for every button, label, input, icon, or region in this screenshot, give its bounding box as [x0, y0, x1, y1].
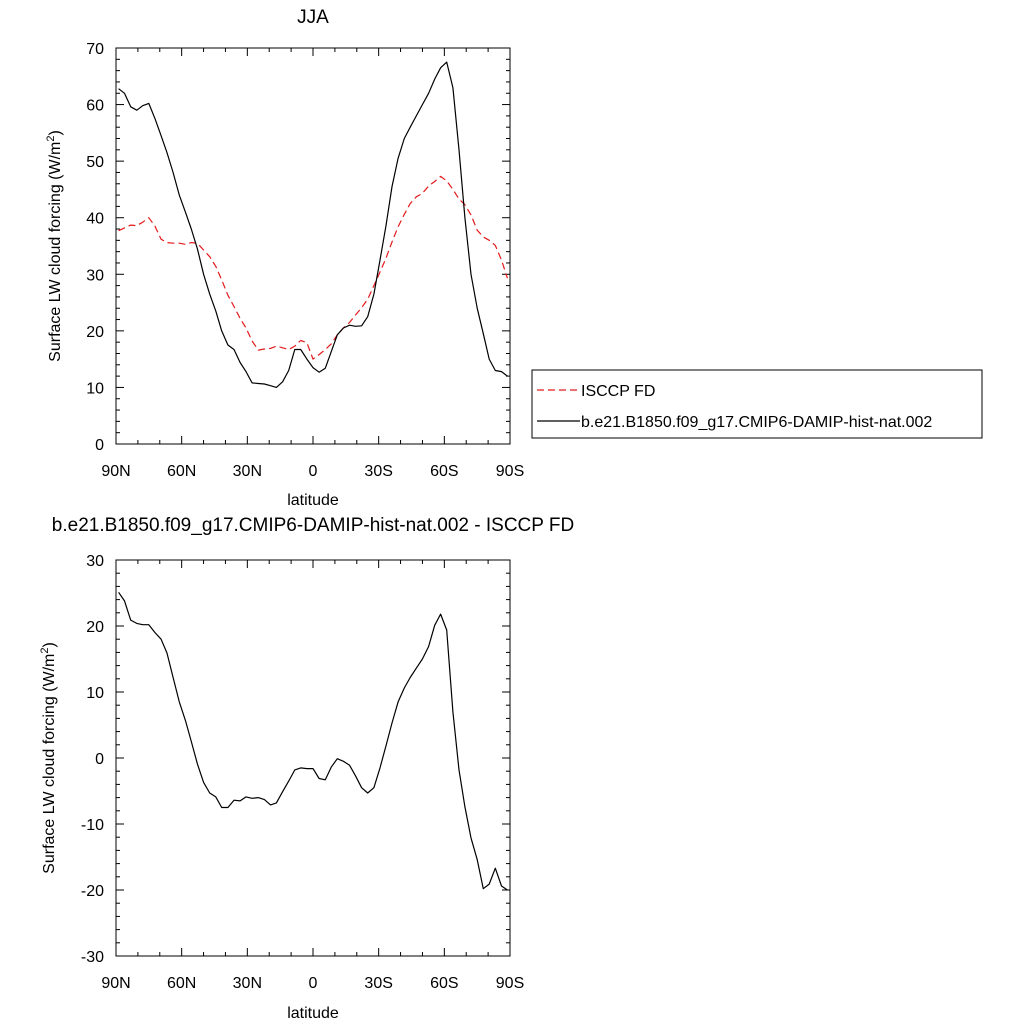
bottom-panel: b.e21.B1850.f09_g17.CMIP6-DAMIP-hist-nat… — [39, 515, 574, 1022]
bottom-y-axis-label-end: ) — [41, 642, 58, 647]
top-y-axis-label-sup: 2 — [45, 135, 57, 141]
x-tick-label: 90N — [101, 463, 130, 480]
top-x-axis-label: latitude — [287, 492, 339, 509]
x-tick-label: 30S — [364, 975, 392, 992]
bottom-series-line-1 — [118, 591, 508, 891]
top-x-tick-labels: 90N 60N 30N 0 30S 60S 90S — [101, 463, 524, 480]
bottom-y-axis-label-sup: 2 — [39, 647, 51, 653]
legend-frame — [531, 369, 983, 439]
x-tick-label: 60S — [430, 975, 458, 992]
y-tick-label: -20 — [81, 883, 104, 900]
bottom-y-axis-label-main: Surface LW cloud forcing (W/m — [41, 654, 58, 874]
top-y-tick-labels: 0 10 20 30 40 50 60 70 — [86, 41, 104, 454]
x-tick-label: 90S — [496, 463, 524, 480]
y-tick-label: 50 — [86, 154, 104, 171]
y-tick-label: 20 — [86, 324, 104, 341]
y-tick-label: 0 — [95, 751, 104, 768]
top-chart-title: JJA — [297, 7, 329, 28]
bottom-y-tick-labels: -30 -20 -10 0 10 20 30 — [81, 553, 104, 966]
top-axis-ticks — [115, 47, 511, 445]
x-tick-label: 60N — [167, 975, 196, 992]
bottom-x-tick-labels: 90N 60N 30N 0 30S 60S 90S — [101, 975, 524, 992]
legend-label-model: b.e21.B1850.f09_g17.CMIP6-DAMIP-hist-nat… — [581, 414, 932, 431]
x-tick-label: 90S — [496, 975, 524, 992]
top-y-axis-label-main: Surface LW cloud forcing (W/m — [47, 142, 64, 362]
bottom-series-group — [118, 591, 508, 891]
legend-label-isccp: ISCCP FD — [581, 383, 655, 400]
top-series-line-2 — [118, 61, 508, 388]
x-tick-label: 90N — [101, 975, 130, 992]
x-tick-label: 0 — [309, 463, 318, 480]
y-tick-label: 0 — [95, 437, 104, 454]
y-tick-label: 30 — [86, 267, 104, 284]
y-tick-label: -10 — [81, 817, 104, 834]
top-y-axis-label: Surface LW cloud forcing (W/m2) — [45, 130, 64, 362]
x-tick-label: 30N — [233, 463, 262, 480]
x-tick-label: 60N — [167, 463, 196, 480]
y-tick-label: 20 — [86, 619, 104, 636]
y-tick-label: 10 — [86, 685, 104, 702]
y-tick-label: 60 — [86, 98, 104, 115]
y-tick-label: 30 — [86, 553, 104, 570]
top-series-group — [118, 61, 508, 388]
y-tick-label: 10 — [86, 380, 104, 397]
top-plot-frame — [115, 47, 511, 445]
top-legend: ISCCP FD b.e21.B1850.f09_g17.CMIP6-DAMIP… — [531, 369, 983, 439]
top-series-line-1 — [118, 175, 508, 360]
x-tick-label: 0 — [309, 975, 318, 992]
bottom-plot-frame — [115, 559, 511, 957]
x-tick-label: 60S — [430, 463, 458, 480]
bottom-y-axis-label: Surface LW cloud forcing (W/m2) — [39, 642, 58, 874]
y-tick-label: 40 — [86, 211, 104, 228]
x-tick-label: 30S — [364, 463, 392, 480]
y-tick-label: 70 — [86, 41, 104, 58]
y-tick-label: -30 — [81, 949, 104, 966]
top-y-axis-label-end: ) — [47, 130, 64, 135]
x-tick-label: 30N — [233, 975, 262, 992]
bottom-chart-title: b.e21.B1850.f09_g17.CMIP6-DAMIP-hist-nat… — [52, 515, 574, 536]
bottom-x-axis-label: latitude — [287, 1005, 339, 1022]
bottom-axis-ticks — [115, 559, 511, 957]
